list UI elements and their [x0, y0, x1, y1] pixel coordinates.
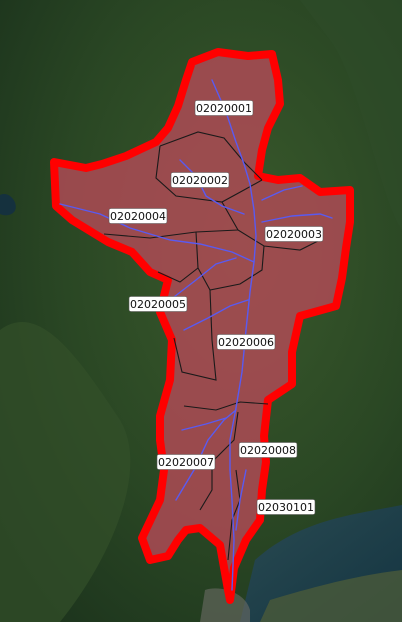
huc-label-background	[238, 442, 298, 458]
huc-label[interactable]: 02020005	[128, 296, 188, 312]
huc-label[interactable]: 02020002	[170, 172, 230, 188]
huc-label-text: 02020005	[130, 298, 186, 311]
boundary-hudson-hoosic	[195, 231, 265, 291]
huc-label-background	[194, 100, 254, 116]
boundary-rondout	[173, 289, 217, 381]
stream-hackensack	[235, 469, 247, 531]
stream-wallkill	[175, 409, 237, 501]
stream-hudson-upper	[211, 79, 257, 591]
boundary-mohawk	[103, 229, 239, 239]
stream-network	[59, 79, 333, 591]
huc-label-background	[128, 296, 188, 312]
huc-label[interactable]: 02020008	[238, 442, 298, 458]
huc-label-background	[170, 172, 230, 188]
basemap-urban	[200, 588, 250, 622]
huc-label[interactable]: 02020004	[108, 208, 168, 224]
boundary-upper-hudson	[159, 131, 263, 181]
stream-sacandaga	[179, 159, 245, 215]
huc-label-background	[256, 499, 316, 515]
basemap-ridge-right	[300, 0, 402, 230]
huc-label-background	[156, 454, 216, 470]
stream-batten	[261, 185, 303, 201]
basemap-long-island	[260, 570, 402, 622]
huc-label-background	[264, 226, 324, 242]
boundary-middle-hudson	[157, 267, 199, 283]
huc-labels: 02020001 02020002 02020003 02020004 02020005…	[108, 100, 324, 515]
huc-label-text: 02020007	[158, 456, 214, 469]
huc-label-background	[216, 334, 276, 350]
stream-rondout	[181, 417, 227, 431]
huc-label-text: 02020002	[172, 174, 228, 187]
huc-label-text: 02020001	[196, 102, 252, 115]
huc-label-text: 02030101	[258, 501, 314, 514]
basemap-ridge-left	[0, 322, 131, 622]
huc-label-text: 02020008	[240, 444, 296, 457]
huc-label-text: 02020006	[218, 336, 274, 349]
huc-label-text: 02020003	[266, 228, 322, 241]
basemap-lake	[0, 193, 16, 216]
stream-catskill	[183, 299, 249, 331]
huc-label[interactable]: 02020003	[264, 226, 324, 242]
boundary-lower-hudson	[183, 401, 269, 411]
huc-label[interactable]: 02030101	[256, 499, 316, 515]
huc-label[interactable]: 02020007	[156, 454, 216, 470]
huc-label[interactable]: 02020001	[194, 100, 254, 116]
stream-mohawk	[59, 203, 255, 263]
watershed-outline[interactable]	[50, 48, 354, 604]
huc-label[interactable]: 02020006	[216, 334, 276, 350]
huc-label-text: 02020004	[110, 210, 166, 223]
huc-label-background	[108, 208, 168, 224]
boundary-hackensack	[227, 469, 241, 561]
stream-schoharie	[169, 257, 237, 301]
stream-hoosic	[261, 213, 333, 223]
boundary-sacandaga	[155, 145, 263, 203]
